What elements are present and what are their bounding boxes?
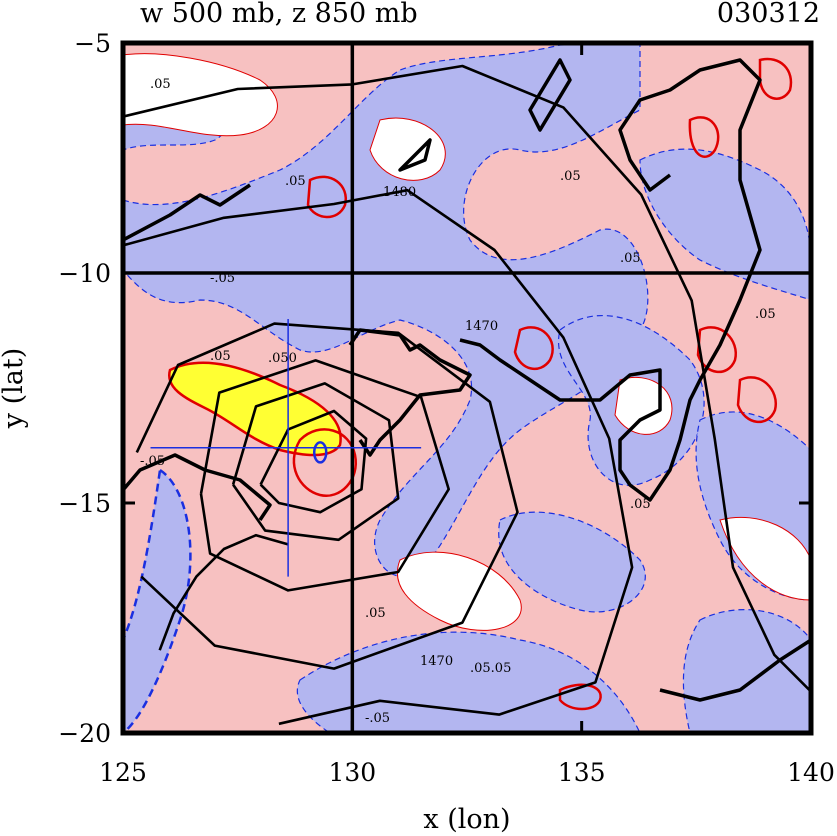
positive-w-contour <box>696 326 738 373</box>
x-axis-title: x (lon) <box>423 804 510 835</box>
positive-w-contour <box>306 175 348 219</box>
height-contour-1450 <box>231 382 400 542</box>
negative-w-region <box>682 609 811 733</box>
positive-w-contour <box>513 326 554 371</box>
y-tick-label: −15 <box>58 489 111 518</box>
contour-label: .05 <box>210 349 231 364</box>
positive-w-contour <box>688 116 720 158</box>
y-axis: −5 −10 −15 −20 <box>58 29 811 748</box>
height-contour-1490 <box>123 64 811 693</box>
neutral-w-region <box>123 53 278 137</box>
reference-grid <box>123 43 811 733</box>
w-shading-layer <box>123 43 811 733</box>
contour-label: .05 <box>755 307 776 322</box>
height-contour-1460 <box>199 359 450 592</box>
y-tick-label: −20 <box>58 719 111 748</box>
storm-center-marker <box>312 441 328 464</box>
storm-center-cross <box>150 319 422 577</box>
y-tick-label: −5 <box>74 29 111 58</box>
x-tick-label: 125 <box>99 758 147 787</box>
contour-label: .05 <box>620 251 641 266</box>
chart-title-right: 030312 <box>717 0 820 29</box>
negative-w-region <box>123 467 192 733</box>
x-tick-label: 130 <box>328 758 376 787</box>
contour-label: 1470 <box>465 319 498 334</box>
contour-label: .05 <box>630 497 651 512</box>
contour-label: -.05 <box>210 271 235 286</box>
positive-w-contour <box>758 57 793 100</box>
height-contour-1440 <box>259 409 368 514</box>
negative-w-region <box>498 511 646 613</box>
neutral-w-region <box>369 117 446 181</box>
contour-label: .050 <box>268 351 297 366</box>
x-tick-label: 135 <box>558 758 606 787</box>
positive-w-contour <box>292 428 358 498</box>
contour-label: .05.05 <box>470 661 511 676</box>
contour-label: .05 <box>285 174 306 189</box>
coastline <box>123 58 811 702</box>
height-contour-1400 <box>158 533 289 651</box>
chart-title-left: w 500 mb, z 850 mb <box>140 0 418 29</box>
contour-label: -.05 <box>140 454 165 469</box>
negative-w-region <box>296 631 641 733</box>
positive-w-contour <box>558 683 602 711</box>
plot-frame <box>120 40 814 736</box>
y-tick-label: −10 <box>58 259 111 288</box>
x-axis: 125 130 135 140 <box>99 43 835 787</box>
height-contours <box>123 64 811 726</box>
contour-label: .05 <box>560 169 581 184</box>
contour-label: .05 <box>365 606 386 621</box>
neutral-w-region <box>396 551 522 631</box>
contour-label: -.05 <box>365 711 390 726</box>
neutral-w-region <box>719 516 811 601</box>
height-contour-1480 <box>123 188 634 726</box>
positive-w-contour <box>736 376 778 423</box>
contour-label: .05 <box>150 77 171 92</box>
y-axis-title: y (lat) <box>0 348 29 430</box>
contour-label: 1470 <box>420 654 453 669</box>
neutral-w-region <box>614 376 673 435</box>
height-contour-1470 <box>135 322 519 670</box>
contour-label: 1480 <box>383 185 416 200</box>
negative-w-region <box>639 148 811 301</box>
coastline-path <box>123 58 811 702</box>
inline-contour-labels: .05 .05 1480 -.05 .05 .050 1470 .05 .05 … <box>140 77 776 726</box>
x-tick-label: 140 <box>787 758 835 787</box>
